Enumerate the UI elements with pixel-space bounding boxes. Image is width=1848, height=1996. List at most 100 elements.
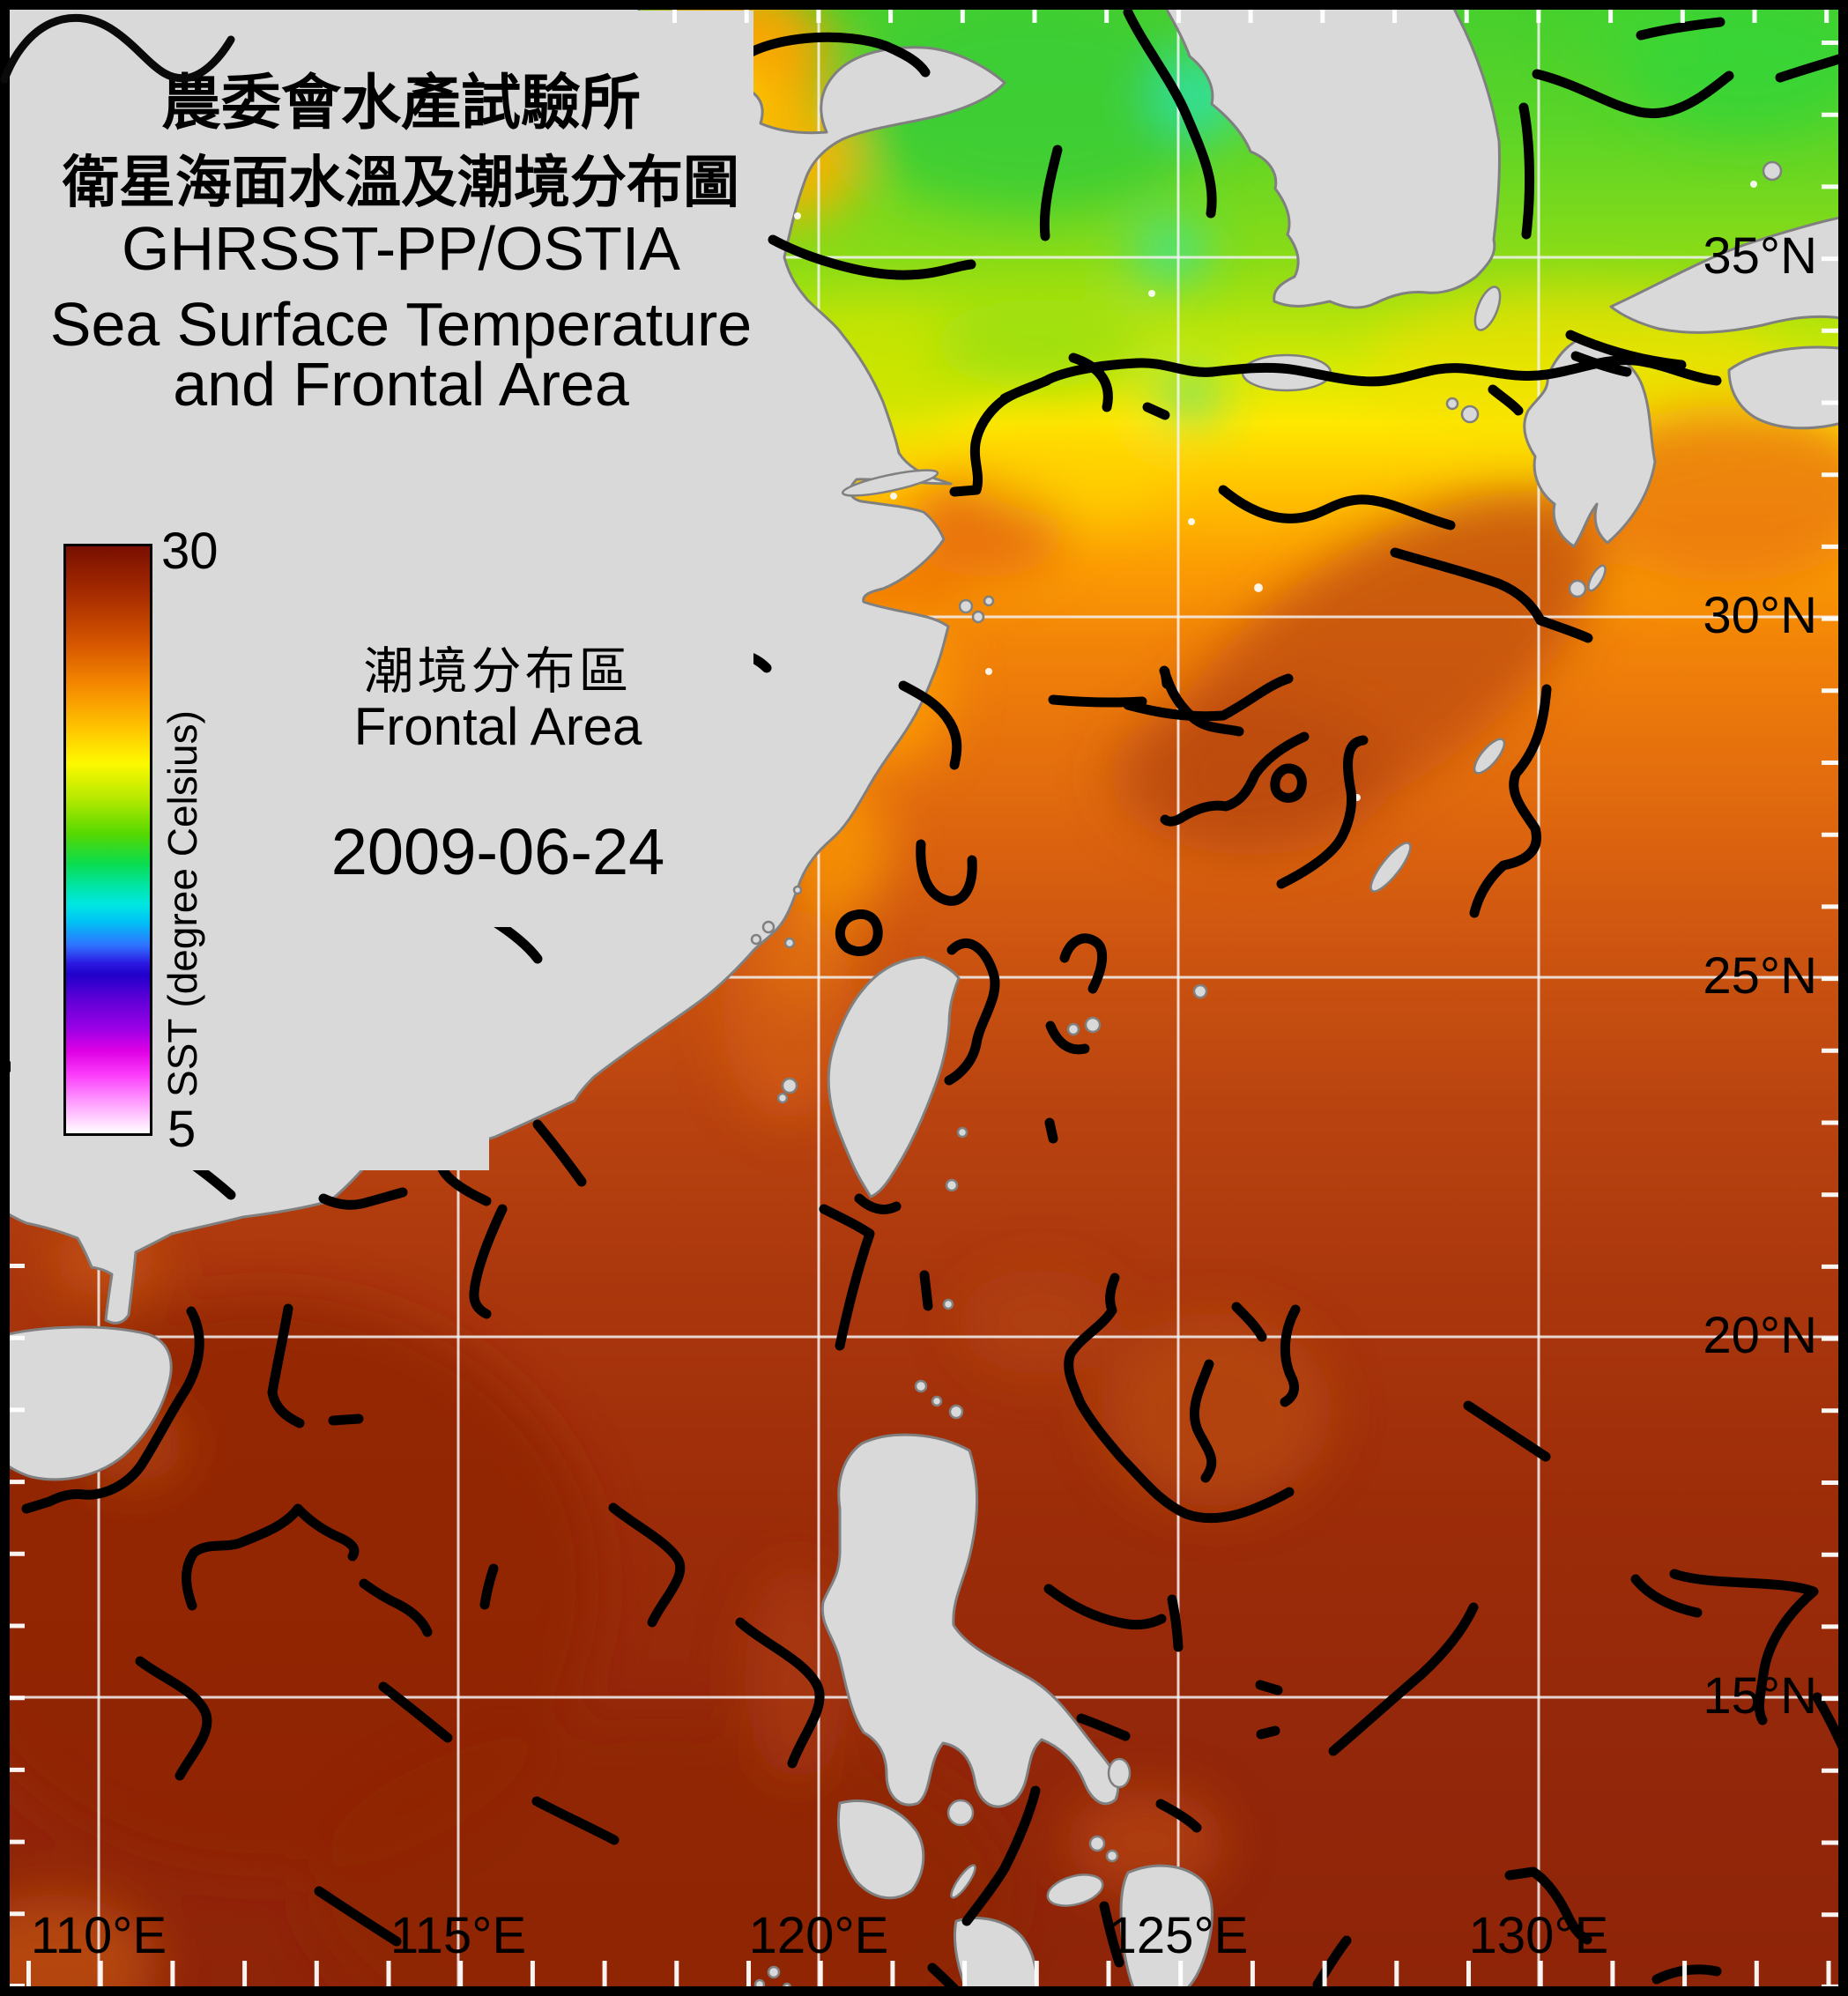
frontal-line (1045, 1020, 1090, 1055)
frontal-line (1256, 1725, 1280, 1740)
frontal-line (1142, 402, 1170, 420)
island (1445, 397, 1459, 411)
legend-label-en: Frontal Area (353, 697, 642, 756)
lat-label-25n: 25°N (1703, 947, 1817, 1005)
legend-label-zh: 潮境分布區 (363, 643, 633, 700)
frontal-line (531, 1796, 620, 1845)
frontal-line (944, 939, 1000, 1086)
frontal-line (1775, 53, 1847, 83)
frontal-line (1068, 352, 1113, 412)
frontal-line (21, 1306, 204, 1514)
colorbar-max-label: 30 (161, 523, 219, 580)
title-product: 衛星海面水溫及潮境分布圖 (63, 151, 739, 214)
frontal-line (1155, 1799, 1202, 1833)
island (761, 920, 776, 934)
frontal-line (1276, 735, 1369, 889)
frontal-line (532, 1119, 587, 1187)
colorbar-min-label: 5 (167, 1101, 197, 1158)
frontal-line (919, 1270, 933, 1311)
sst-colorbar (63, 544, 152, 1136)
island-okinawa (1369, 842, 1412, 893)
lon-label-130e: 130°E (1469, 1907, 1609, 1964)
frontal-line (359, 1578, 433, 1637)
island-yakushima (1568, 579, 1587, 598)
frontal-line (1167, 1594, 1184, 1652)
frontal-line (1039, 145, 1063, 241)
colorbar-axis-label: SST (degree Celsius) (160, 710, 205, 1098)
land-taiwan (827, 955, 961, 1198)
lon-label-115e: 115°E (390, 1907, 526, 1964)
frontal-line (479, 1563, 499, 1610)
island-tanegashima (1587, 564, 1607, 592)
island (971, 610, 985, 624)
island (792, 885, 803, 895)
frontal-line (1469, 684, 1552, 918)
island (1084, 1016, 1102, 1034)
island (958, 598, 974, 614)
title-subtitle-2: and Frontal Area (173, 350, 629, 419)
frontal-line (1312, 1935, 1352, 1990)
island (1105, 1849, 1119, 1863)
lon-label-125e: 125°E (1109, 1907, 1249, 1964)
land-japan-kyushu (1523, 338, 1657, 548)
island-tsushima (1473, 286, 1502, 331)
frontal-line (1504, 1866, 1592, 1945)
lon-label-120e: 120°E (749, 1907, 889, 1964)
frontal-line (314, 1886, 402, 1947)
island (1066, 1022, 1080, 1036)
frontal-line (916, 839, 977, 906)
frontal-line (1630, 1574, 1703, 1618)
island-batan (942, 1298, 954, 1310)
lat-label-30n: 30°N (1703, 587, 1817, 644)
island (1460, 404, 1480, 424)
frontal-lines (0, 7, 1848, 1994)
island (945, 1178, 959, 1192)
land-hainan (0, 1325, 173, 1481)
lon-label-110e: 110°E (31, 1907, 167, 1964)
frontal-line (267, 1303, 305, 1428)
frontal-line (1160, 666, 1172, 689)
frontal-line (1390, 547, 1593, 643)
frontal-line (1488, 384, 1524, 416)
island (776, 1092, 789, 1104)
frontal-line (1328, 1602, 1479, 1756)
frontal-line (835, 909, 883, 956)
island-burias (950, 1864, 976, 1899)
degree-ticks (4, 4, 1848, 1991)
frontal-line (1532, 69, 1734, 118)
frontal-line (741, 32, 931, 78)
frontal-line (1231, 1302, 1267, 1342)
island-marinduque (946, 1799, 975, 1827)
island-amami (1473, 738, 1506, 775)
frontal-line (735, 1617, 825, 1769)
frontal-line (1669, 1569, 1819, 1725)
land-korea (1160, 0, 1502, 309)
frontal-line (819, 1204, 875, 1351)
frontal-line (1044, 1117, 1058, 1144)
island-babuyan (931, 1395, 943, 1407)
land-japan-shikoku (1727, 345, 1848, 430)
lat-label-35n: 35°N (1703, 227, 1817, 285)
island-masbate (1046, 1874, 1104, 1907)
frontal-line (1160, 731, 1310, 827)
island-babuyan (948, 1404, 964, 1420)
map-date: 2009-06-24 (330, 815, 665, 888)
frontal-line (1043, 1584, 1167, 1630)
island (956, 1126, 969, 1139)
frontal-line (378, 1681, 453, 1743)
island-romblon (1088, 1835, 1106, 1852)
frontal-line (469, 1204, 508, 1319)
frontal-line (1518, 102, 1535, 240)
island-ulleung (1762, 160, 1783, 182)
island-penghu (781, 1077, 798, 1094)
frontal-line (949, 355, 1722, 497)
title-dataset: GHRSST-PP/OSTIA (122, 214, 680, 283)
frontal-line (1076, 1713, 1131, 1741)
frontal-line (1636, 17, 1726, 41)
frontal-line (898, 680, 962, 770)
frontal-line (854, 1193, 902, 1214)
frontal-line (1099, 1901, 1124, 1968)
frontal-line (1123, 673, 1294, 722)
frontal-line (608, 1503, 686, 1628)
